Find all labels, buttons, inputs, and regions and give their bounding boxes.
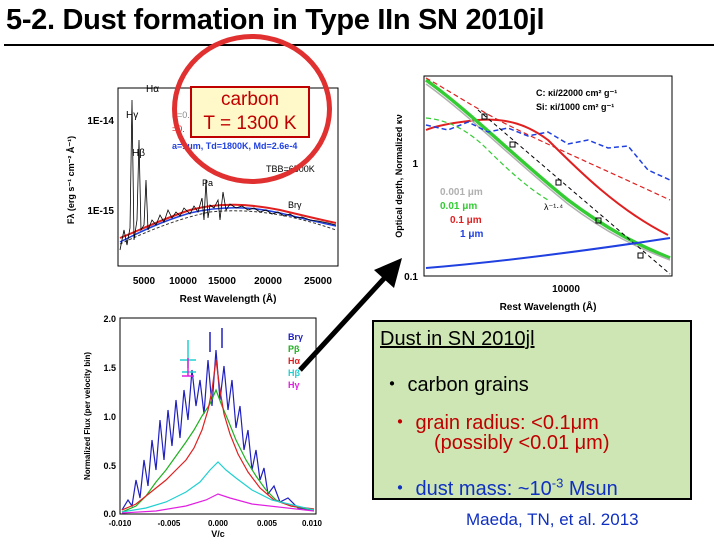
depth-powerlaw-line [477, 109, 671, 275]
depth-size-legend: 1 μm [460, 229, 483, 240]
depth-size-legend: 0.01 μm [440, 201, 477, 212]
spectrum-xtick: 20000 [254, 276, 282, 287]
depth-curve-red [425, 118, 669, 236]
spectrum-xtick: 25000 [304, 276, 332, 287]
profile-xtick: 0.000 [208, 519, 229, 528]
citation: Maeda, TN, et al. 2013 [466, 510, 639, 529]
profile-errorbar [209, 328, 223, 352]
depth-ylabel: Optical depth, Normalized κν [394, 114, 404, 238]
depth-data-square [481, 113, 488, 120]
title-underline [4, 44, 714, 46]
summary-item-radius-note: (possibly <0.01 μm) [434, 432, 610, 454]
depth-data-square [555, 179, 562, 186]
profile-frame [119, 317, 317, 515]
summary-mass-unit: Msun [563, 478, 618, 500]
depth-curve-red-dashed [425, 77, 671, 201]
depth-curve-gray [425, 83, 671, 261]
spectrum-line-label: Hγ [126, 110, 138, 121]
profile-legend-item: Hγ [288, 380, 300, 390]
profile-legend-item: Pβ [288, 344, 300, 354]
depth-xtick: 10000 [552, 284, 580, 295]
depth-ytick: 1 [412, 159, 418, 170]
pointer-arrow [298, 258, 402, 372]
depth-xlabel: Rest Wavelength (Å) [500, 300, 597, 313]
profile-xtick: 0.005 [257, 519, 278, 528]
summary-mass-text: ・ dust mass: ~10 [390, 478, 552, 500]
spectrum-xtick: 5000 [133, 276, 156, 287]
depth-curve-blue-dashed [425, 121, 671, 181]
summary-item-carbon: ・ carbon grains [382, 374, 529, 396]
summary-box: Dust in SN 2010jl ・ carbon grains ・ grai… [372, 320, 692, 500]
profile-ytick: 1.0 [103, 412, 116, 422]
profile-ha [121, 359, 315, 511]
summary-item-radius: ・ grain radius: <0.1μm [390, 412, 599, 434]
profile-legend-item: Hβ [288, 368, 300, 378]
profile-ytick: 0.5 [103, 461, 116, 471]
depth-size-legend: 0.001 μm [440, 187, 483, 198]
profile-ylabel: Normalized Flux (per velocity bin) [83, 352, 92, 480]
depth-data-square [637, 252, 644, 259]
summary-heading: Dust in SN 2010jl [380, 328, 535, 350]
spectrum-xtick: 10000 [169, 276, 197, 287]
spectrum-line-label: Hβ [132, 148, 145, 159]
depth-ytick: 0.1 [404, 272, 418, 283]
spectrum-observed [119, 99, 337, 251]
depth-curve-blue [425, 237, 671, 269]
profile-legend-item: Hα [288, 356, 300, 366]
spectrum-model-dashed [119, 210, 337, 245]
profile-xtick: -0.010 [109, 519, 132, 528]
depth-data-square [595, 217, 602, 224]
profile-hg [121, 493, 315, 514]
highlight-circle [172, 34, 332, 184]
depth-frame [423, 75, 673, 277]
spectrum-ytick: 1E-15 [87, 206, 114, 217]
profile-hb [121, 461, 315, 513]
slide-title: 5-2. Dust formation in Type IIn SN 2010j… [6, 4, 545, 36]
depth-legend-carbon: C: κi/22000 cm² g⁻¹ [536, 88, 617, 98]
profile-ytick: 0.0 [103, 509, 116, 519]
arrow-shaft [298, 270, 392, 372]
profile-xtick: 0.010 [302, 519, 323, 528]
profile-ytick: 2.0 [103, 314, 116, 324]
summary-item-mass: ・ dust mass: ~10-3 Msun [390, 472, 618, 501]
spectrum-xlabel: Rest Wavelength (Å) [180, 292, 277, 305]
spectrum-model-red [119, 203, 337, 239]
spectrum-line-label: Hα [146, 84, 159, 95]
depth-data-square [509, 141, 516, 148]
profile-errorbar [182, 358, 194, 377]
summary-mass-exponent: -3 [551, 475, 564, 491]
arrow-head [374, 258, 402, 288]
depth-legend-silicate: Si: κi/1000 cm² g⁻¹ [536, 102, 614, 112]
spectrum-ylabel: Fλ (erg s⁻¹ cm⁻² Å⁻¹) [66, 136, 76, 224]
depth-slope-label: λ⁻¹·⁴ [544, 202, 563, 212]
spectrum-line-label: Brγ [288, 200, 302, 210]
spectrum-xtick: 15000 [208, 276, 236, 287]
depth-curve-green-dashed [425, 117, 549, 201]
spectrum-ytick: 1E-14 [87, 116, 114, 127]
profile-pb [121, 388, 315, 513]
profile-bry [121, 349, 315, 511]
depth-size-legend: 0.1 μm [450, 215, 482, 226]
optical-depth-plot: 1 0.1 10000 Rest Wavelength (Å) Optical … [394, 75, 673, 313]
profile-legend-item: Brγ [288, 332, 303, 342]
profile-xlabel: V/c [211, 529, 225, 538]
spectrum-line-label: Pa [202, 178, 213, 188]
line-profile-plot: 2.0 1.5 1.0 0.5 0.0 -0.010 -0.005 0.000 … [83, 314, 323, 538]
profile-xtick: -0.005 [158, 519, 181, 528]
profile-ytick: 1.5 [103, 363, 116, 373]
